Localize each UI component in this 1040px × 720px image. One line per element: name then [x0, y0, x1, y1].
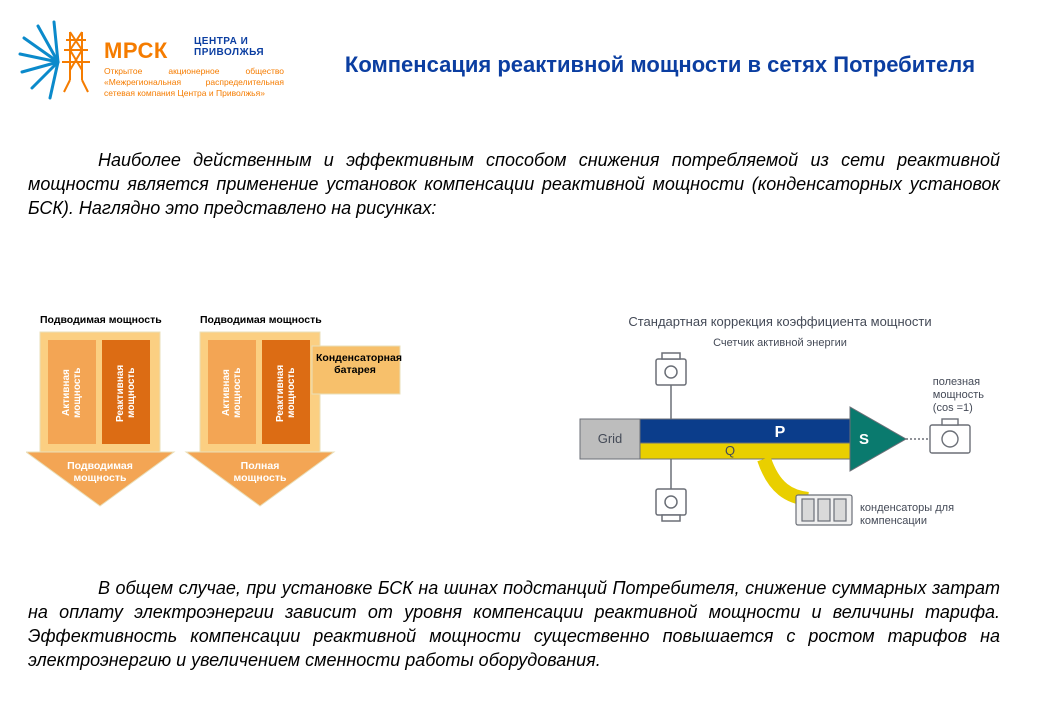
paragraph-1: Наиболее действенным и эффективным спосо…	[28, 148, 1000, 220]
load-l1: полезная	[933, 376, 980, 388]
logo-sub-line2: ПРИВОЛЖЬЯ	[194, 47, 264, 58]
active-label-1: Активная мощность	[61, 344, 83, 442]
logo-sub-line1: ЦЕНТРА И	[194, 36, 248, 47]
logo-mark-icon	[14, 18, 102, 106]
s-label: S	[859, 431, 869, 448]
load-l3: (cos =1)	[933, 402, 973, 414]
paragraph-2-text: В общем случае, при установке БСК на шин…	[28, 578, 1000, 670]
bottom-label-right: Полная мощность	[222, 460, 298, 484]
capacitor-label: Конденсаторная батарея	[316, 352, 394, 376]
caps-l2: компенсации	[860, 515, 927, 527]
page-title: Компенсация реактивной мощности в сетях …	[320, 50, 1000, 80]
reactive-label-1: Реактивная мощность	[115, 344, 137, 442]
caps-l1: конденсаторы для	[860, 502, 954, 514]
grid-label: Grid	[598, 431, 623, 446]
logo-main-text: МРСК	[104, 38, 168, 64]
page: МРСК ЦЕНТРА И ПРИВОЛЖЬЯ Открытое акционе…	[0, 0, 1040, 720]
caps-label: конденсаторы для компенсации	[860, 502, 954, 528]
bottom-label-left: Подводимая мощность	[62, 460, 138, 484]
logo: МРСК ЦЕНТРА И ПРИВОЛЖЬЯ Открытое акционе…	[14, 18, 274, 128]
left-diagram: Подводимая мощность Подводимая мощность …	[26, 314, 406, 542]
left-top-label-2: Подводимая мощность	[200, 314, 322, 326]
logo-sub-text: ЦЕНТРА И ПРИВОЛЖЬЯ	[194, 36, 264, 58]
reactive-label-2: Реактивная мощность	[275, 344, 297, 442]
right-diagram-sub: Счетчик активной энергии	[560, 337, 1000, 349]
left-top-label-1: Подводимая мощность	[40, 314, 162, 326]
paragraph-1-text: Наиболее действенным и эффективным спосо…	[28, 150, 1000, 218]
load-l2: мощность	[933, 389, 984, 401]
logo-desc: Открытое акционерное общество «Межрегион…	[104, 66, 284, 99]
active-label-2: Активная мощность	[221, 344, 243, 442]
right-diagram-title: Стандартная коррекция коэффициента мощно…	[560, 314, 1000, 329]
right-diagram: Стандартная коррекция коэффициента мощно…	[560, 314, 1000, 554]
q-label: Q	[725, 443, 735, 458]
paragraph-2: В общем случае, при установке БСК на шин…	[28, 576, 1000, 672]
load-label: полезная мощность (cos =1)	[933, 376, 984, 415]
p-label: P	[775, 424, 786, 441]
